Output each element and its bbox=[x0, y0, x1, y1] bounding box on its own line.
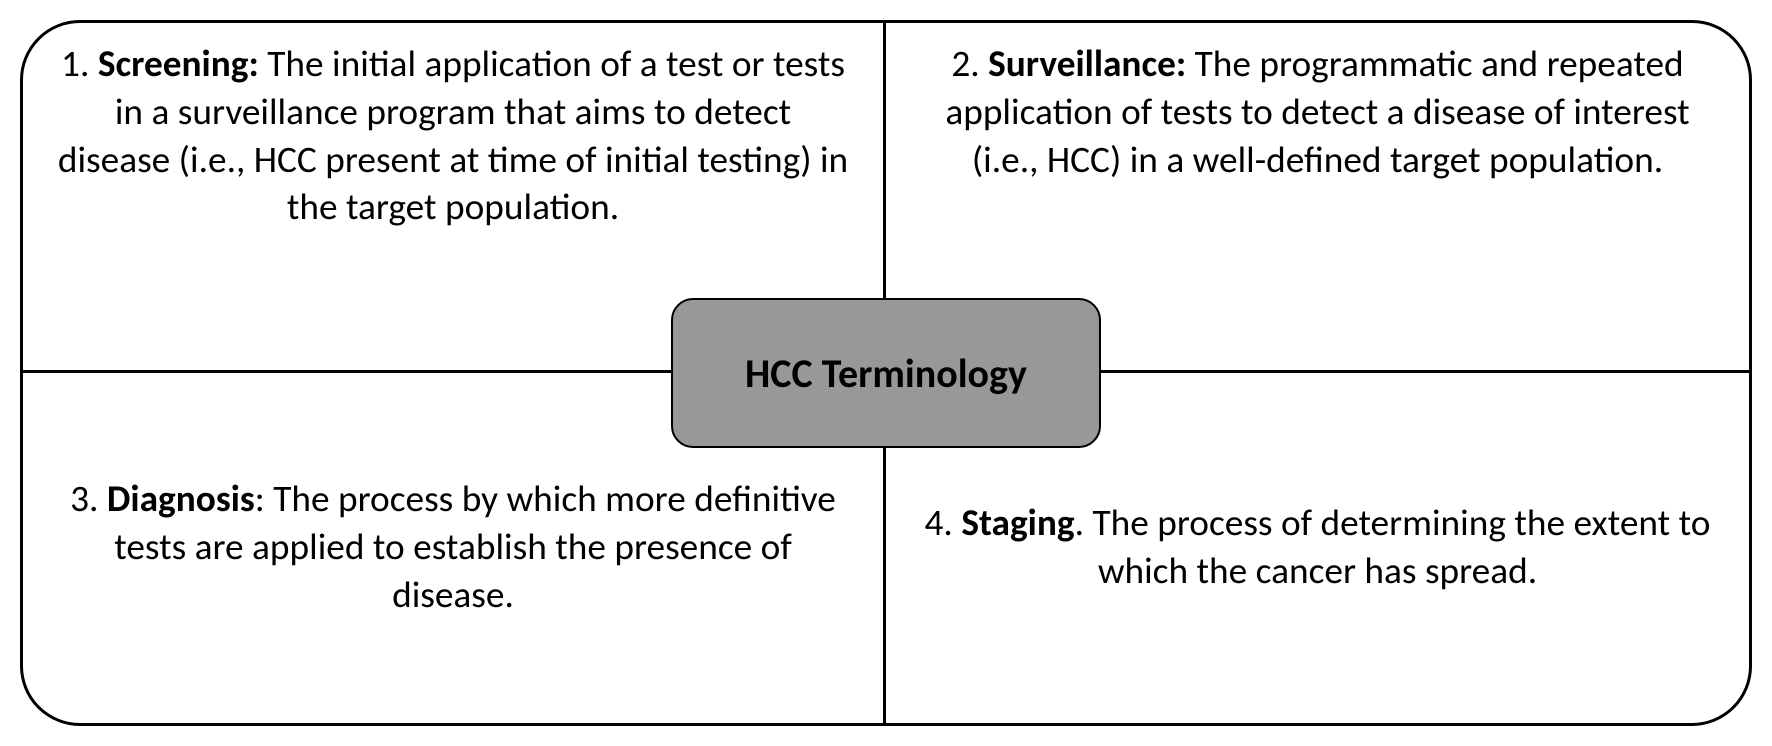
center-badge: HCC Terminology bbox=[671, 298, 1101, 448]
term-definition: The process of determining the extent to… bbox=[1092, 500, 1710, 594]
term-label: Staging bbox=[961, 500, 1074, 546]
term-label: Surveillance: bbox=[988, 41, 1186, 87]
term-label: Diagnosis bbox=[107, 476, 255, 522]
term-number: 3. bbox=[70, 476, 107, 522]
quadrant-text: 4. Staging. The process of determining t… bbox=[921, 500, 1715, 596]
term-label: Screening: bbox=[98, 41, 259, 87]
quadrant-text: 1. Screening: The initial application of… bbox=[57, 41, 848, 232]
term-number: 2. bbox=[951, 41, 988, 87]
quadrant-text: 2. Surveillance: The programmatic and re… bbox=[921, 41, 1715, 184]
term-sep: : bbox=[255, 476, 273, 522]
quadrant-text: 3. Diagnosis: The process by which more … bbox=[57, 476, 848, 619]
term-number: 1. bbox=[61, 41, 98, 87]
term-number: 4. bbox=[925, 500, 962, 546]
term-sep: . bbox=[1075, 500, 1093, 546]
center-label: HCC Terminology bbox=[745, 349, 1027, 398]
diagram-container: 1. Screening: The initial application of… bbox=[20, 20, 1752, 726]
